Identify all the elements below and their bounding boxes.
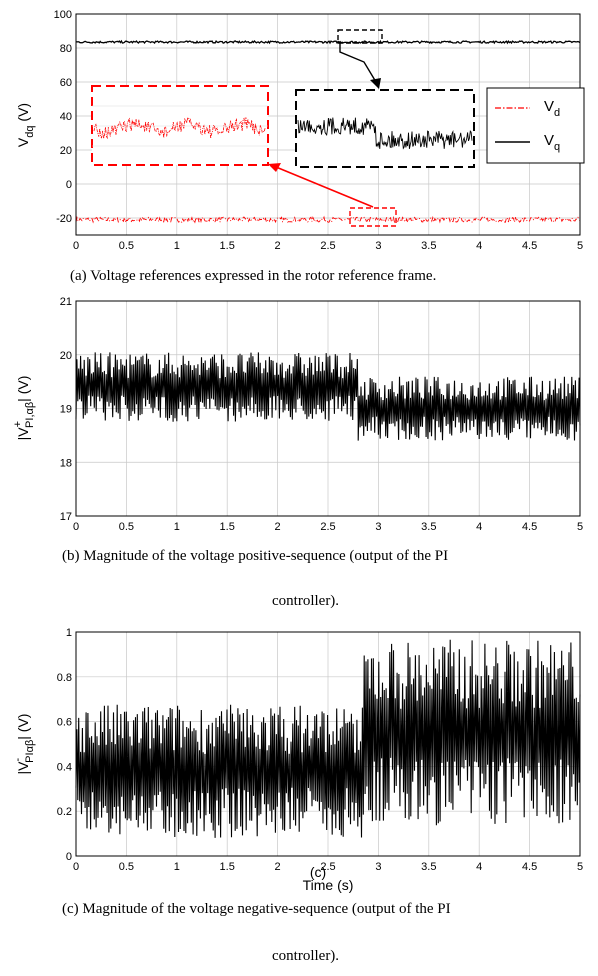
ylabel-b: |V+PI,αβ| (V): [12, 376, 36, 441]
zoom-arrow-vd: [275, 166, 374, 208]
x-tick-label: 2: [275, 521, 281, 533]
legend-a: Vd Vq: [486, 87, 585, 164]
legend-label-vd: Vd: [544, 98, 560, 119]
ylabel-a: Vdq (V): [15, 103, 36, 147]
y-tick-label: 1: [66, 627, 72, 639]
y-tick-label: 0.6: [57, 717, 72, 729]
x-tick-label: 0: [73, 861, 79, 873]
ticks-c: 0 0.5 1 1.5 2 2.5 3 3.5 4 4.5 5 0 0.2 0.4 0.6 0.8 1: [57, 627, 583, 873]
x-tick-label: 0.5: [119, 521, 134, 533]
x-tick-label: 4: [476, 240, 482, 252]
zoom-arrowhead-vq: [370, 78, 381, 89]
x-tick-label: 3.5: [421, 861, 436, 873]
y-tick-label: 0.4: [57, 761, 72, 773]
x-tick-label: 4: [476, 521, 482, 533]
zoom-arrowhead-vd: [268, 163, 281, 172]
source-box-vq: [337, 29, 383, 44]
x-tick-label: 2.5: [320, 861, 335, 873]
ticks-b: 0 0.5 1 1.5 2 2.5 3 3.5 4 4.5 5 17 18 19 20 21: [60, 296, 583, 533]
y-tick-label: 60: [60, 77, 72, 89]
x-tick-label: 1.5: [220, 521, 235, 533]
x-tick-label: 3.5: [421, 240, 436, 252]
inset-trace-vq: [297, 117, 473, 150]
x-tick-label: 5: [577, 861, 583, 873]
xlabel-c: Time (s): [303, 877, 354, 893]
legend-box: [486, 87, 585, 164]
data-a: [75, 39, 581, 224]
panel-c: 0 0.5 1 1.5 2 2.5 3 3.5 4 4.5 5 0 0.2 0.4 0.6 0.8 1 |V-P…: [12, 627, 583, 964]
y-tick-label: 20: [60, 145, 72, 157]
x-tick-label: 0: [73, 521, 79, 533]
panel-a: 0 0.5 1 1.5 2 2.5 3 3.5 4 4.5 5 -20 0 20 40 60 80 100 Vdq…: [15, 9, 585, 284]
x-tick-label: 1.5: [220, 861, 235, 873]
caption-c-line2: controller).: [272, 948, 339, 964]
series-line: [75, 352, 581, 441]
series-line: [75, 639, 581, 838]
y-tick-label: 0: [66, 179, 72, 191]
y-tick-label: 20: [60, 350, 72, 362]
x-tick-label: 3: [375, 861, 381, 873]
ylabel-c: |V-PIαβ| (V): [12, 714, 36, 775]
data-c: [75, 639, 581, 838]
x-tick-label: 1: [174, 240, 180, 252]
y-tick-label: 19: [60, 404, 72, 416]
y-tick-label: 0.8: [57, 672, 72, 684]
plot-frame-b: [75, 300, 581, 517]
caption-a: (a) Voltage references expressed in the …: [70, 268, 436, 284]
series-line-vd: [75, 215, 581, 224]
series-line-vq: [75, 39, 581, 45]
x-tick-label: 4.5: [522, 521, 537, 533]
x-tick-label: 5: [577, 240, 583, 252]
zoom-arrow-vq: [339, 43, 377, 83]
plot-frame-c: [75, 631, 581, 857]
x-tick-label: 0.5: [119, 240, 134, 252]
zoom-inset-vq: [295, 89, 475, 168]
y-tick-label: -20: [56, 213, 72, 225]
y-tick-label: 21: [60, 296, 72, 308]
y-tick-label: 0: [66, 851, 72, 863]
x-tick-label: 4: [476, 861, 482, 873]
x-tick-label: 2.5: [320, 240, 335, 252]
legend-label-vq: Vq: [544, 132, 560, 153]
x-tick-label: 1.5: [220, 240, 235, 252]
y-tick-label: 0.2: [57, 806, 72, 818]
caption-b-line2: controller).: [272, 593, 339, 609]
x-tick-label: 2: [275, 240, 281, 252]
inset-trace-vd: [93, 116, 267, 140]
y-tick-label: 17: [60, 511, 72, 523]
x-tick-label: 1: [174, 521, 180, 533]
x-tick-label: 3.5: [421, 521, 436, 533]
data-b: [75, 352, 581, 441]
overlay-label-c: (c): [310, 864, 326, 880]
x-tick-label: 5: [577, 521, 583, 533]
x-tick-label: 3: [375, 240, 381, 252]
x-tick-label: 3: [375, 521, 381, 533]
y-tick-label: 100: [54, 9, 72, 21]
panel-b: 0 0.5 1 1.5 2 2.5 3 3.5 4 4.5 5 17 18 19 20 21 |V+PI,αβ…: [12, 296, 583, 609]
x-tick-label: 4.5: [522, 240, 537, 252]
x-tick-label: 2.5: [320, 521, 335, 533]
caption-b-line1: (b) Magnitude of the voltage positive-se…: [62, 548, 448, 564]
x-tick-label: 4.5: [522, 861, 537, 873]
ticks-a: 0 0.5 1 1.5 2 2.5 3 3.5 4 4.5 5 -20 0 20 40 60 80 100: [54, 9, 583, 252]
x-tick-label: 0.5: [119, 861, 134, 873]
y-tick-label: 18: [60, 457, 72, 469]
caption-c-line1: (c) Magnitude of the voltage negative-se…: [62, 901, 451, 917]
x-tick-label: 0: [73, 240, 79, 252]
y-tick-label: 40: [60, 111, 72, 123]
zoom-insets-a: [91, 29, 475, 227]
x-tick-label: 2: [275, 861, 281, 873]
x-tick-label: 1: [174, 861, 180, 873]
y-tick-label: 80: [60, 43, 72, 55]
